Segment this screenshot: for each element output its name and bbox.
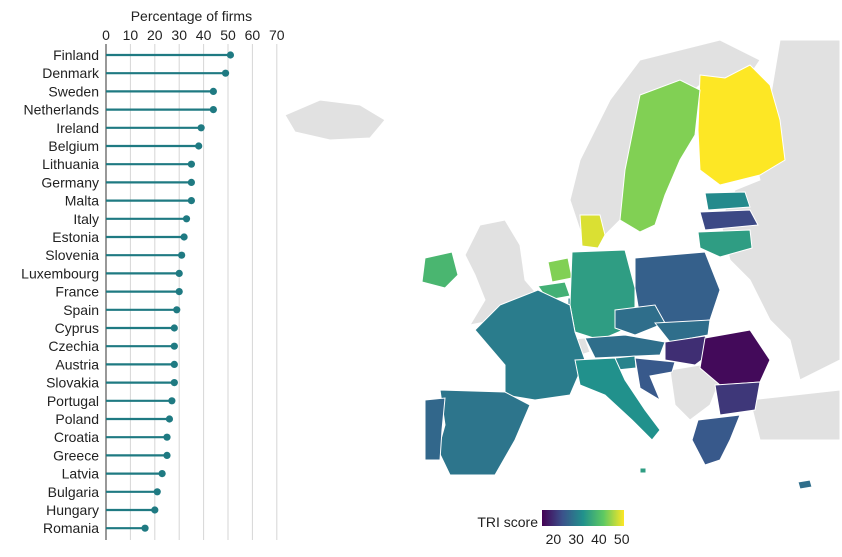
category-label: Ireland [56,120,99,136]
category-label: Luxembourg [21,265,99,281]
country-ireland [421,251,459,289]
x-tick-label: 60 [245,27,261,43]
category-label: Greece [53,447,99,463]
lollipop-dot [168,397,176,405]
lollipop-dot [182,215,191,223]
category-label: Croatia [54,429,99,445]
lollipop-chart: Percentage of firms 0 10 20 30 40 50 60 70 Finlan… [21,8,285,540]
category-label: Portugal [47,393,99,409]
tri-legend: TRI score 20 30 40 50 [477,510,630,547]
x-tick-label: 40 [196,27,212,43]
country-greece [691,414,741,466]
lollipop-dot [197,124,205,132]
country-sweden [619,79,701,233]
legend-tick-label: 30 [568,531,584,547]
lollipop-dot [226,51,235,59]
country-finland [697,64,786,186]
lollipop-dot [195,142,203,150]
x-tick-label: 70 [269,27,285,43]
lollipop-dot [180,233,188,241]
lollipop-dot [153,488,161,496]
x-tick-label: 20 [147,27,163,43]
legend-tick-label: 50 [614,531,630,547]
country-latvia [699,209,759,231]
lollipop-dot [165,415,174,423]
country-malta [639,467,647,474]
lollipop-dot [221,69,230,77]
country-slovakia [654,319,711,343]
country-czechia [614,304,666,336]
country-france [474,289,586,401]
lollipop-dot [187,178,195,186]
category-label: Romania [43,520,99,536]
lollipop-dot [163,451,171,459]
category-label: Cyprus [55,320,99,336]
lollipop-dot [175,269,183,277]
category-label: Austria [55,356,99,372]
lollipop-dot [209,87,217,95]
lollipop-dot [187,160,195,168]
category-label: France [55,284,99,300]
country-croatia [634,357,676,402]
lollipop-dot [170,324,178,332]
map-land-iceland [284,99,386,141]
country-cyprus [797,479,813,490]
category-label: Netherlands [24,102,100,118]
x-tick-label: 0 [102,27,110,43]
lollipop-dot [170,360,178,368]
legend-title: TRI score [477,514,538,530]
category-label: Czechia [48,338,99,354]
category-label: Denmark [42,65,100,81]
lollipop-dot [209,106,217,114]
country-netherlands [547,257,573,283]
europe-map [284,39,840,490]
x-tick-label: 10 [123,27,139,43]
country-italy [574,357,661,441]
lollipop-dot [175,288,183,296]
category-label: Hungary [46,502,99,518]
country-bulgaria [714,381,761,416]
lollipop-dot [151,506,159,514]
category-label: Finland [53,47,99,63]
country-estonia [704,191,751,211]
x-axis-title: Percentage of firms [131,8,252,24]
category-label: Spain [63,302,99,318]
country-romania [699,329,771,386]
lollipop-dot [178,251,186,259]
country-denmark [579,214,606,249]
lollipop-dot [141,524,149,532]
country-austria [584,334,666,359]
category-label: Latvia [62,466,100,482]
x-tick-label: 50 [220,27,236,43]
category-label: Bulgaria [48,484,100,500]
legend-tick-label: 40 [591,531,607,547]
lollipop-dot [158,470,166,478]
country-spain [437,389,531,476]
legend-colorbar [542,510,624,526]
lollipop-dot [170,342,178,350]
category-label: Lithuania [42,156,99,172]
category-label: Malta [65,193,99,209]
lollipop-dot [163,433,171,441]
category-label: Poland [55,411,99,427]
category-label: Estonia [52,229,99,245]
country-lithuania [697,229,753,258]
category-label: Belgium [48,138,99,154]
category-label: Sweden [48,83,99,99]
lollipop-dot [173,306,181,314]
legend-tick-label: 20 [546,531,562,547]
category-label: Slovenia [45,247,99,263]
lollipop-dot [170,379,178,387]
category-label: Italy [73,211,99,227]
map-land-turkey [749,389,840,441]
x-tick-label: 30 [171,27,187,43]
country-portugal [424,397,446,461]
category-label: Slovakia [46,375,99,391]
lollipop-dot [187,197,195,205]
category-label: Germany [41,174,99,190]
